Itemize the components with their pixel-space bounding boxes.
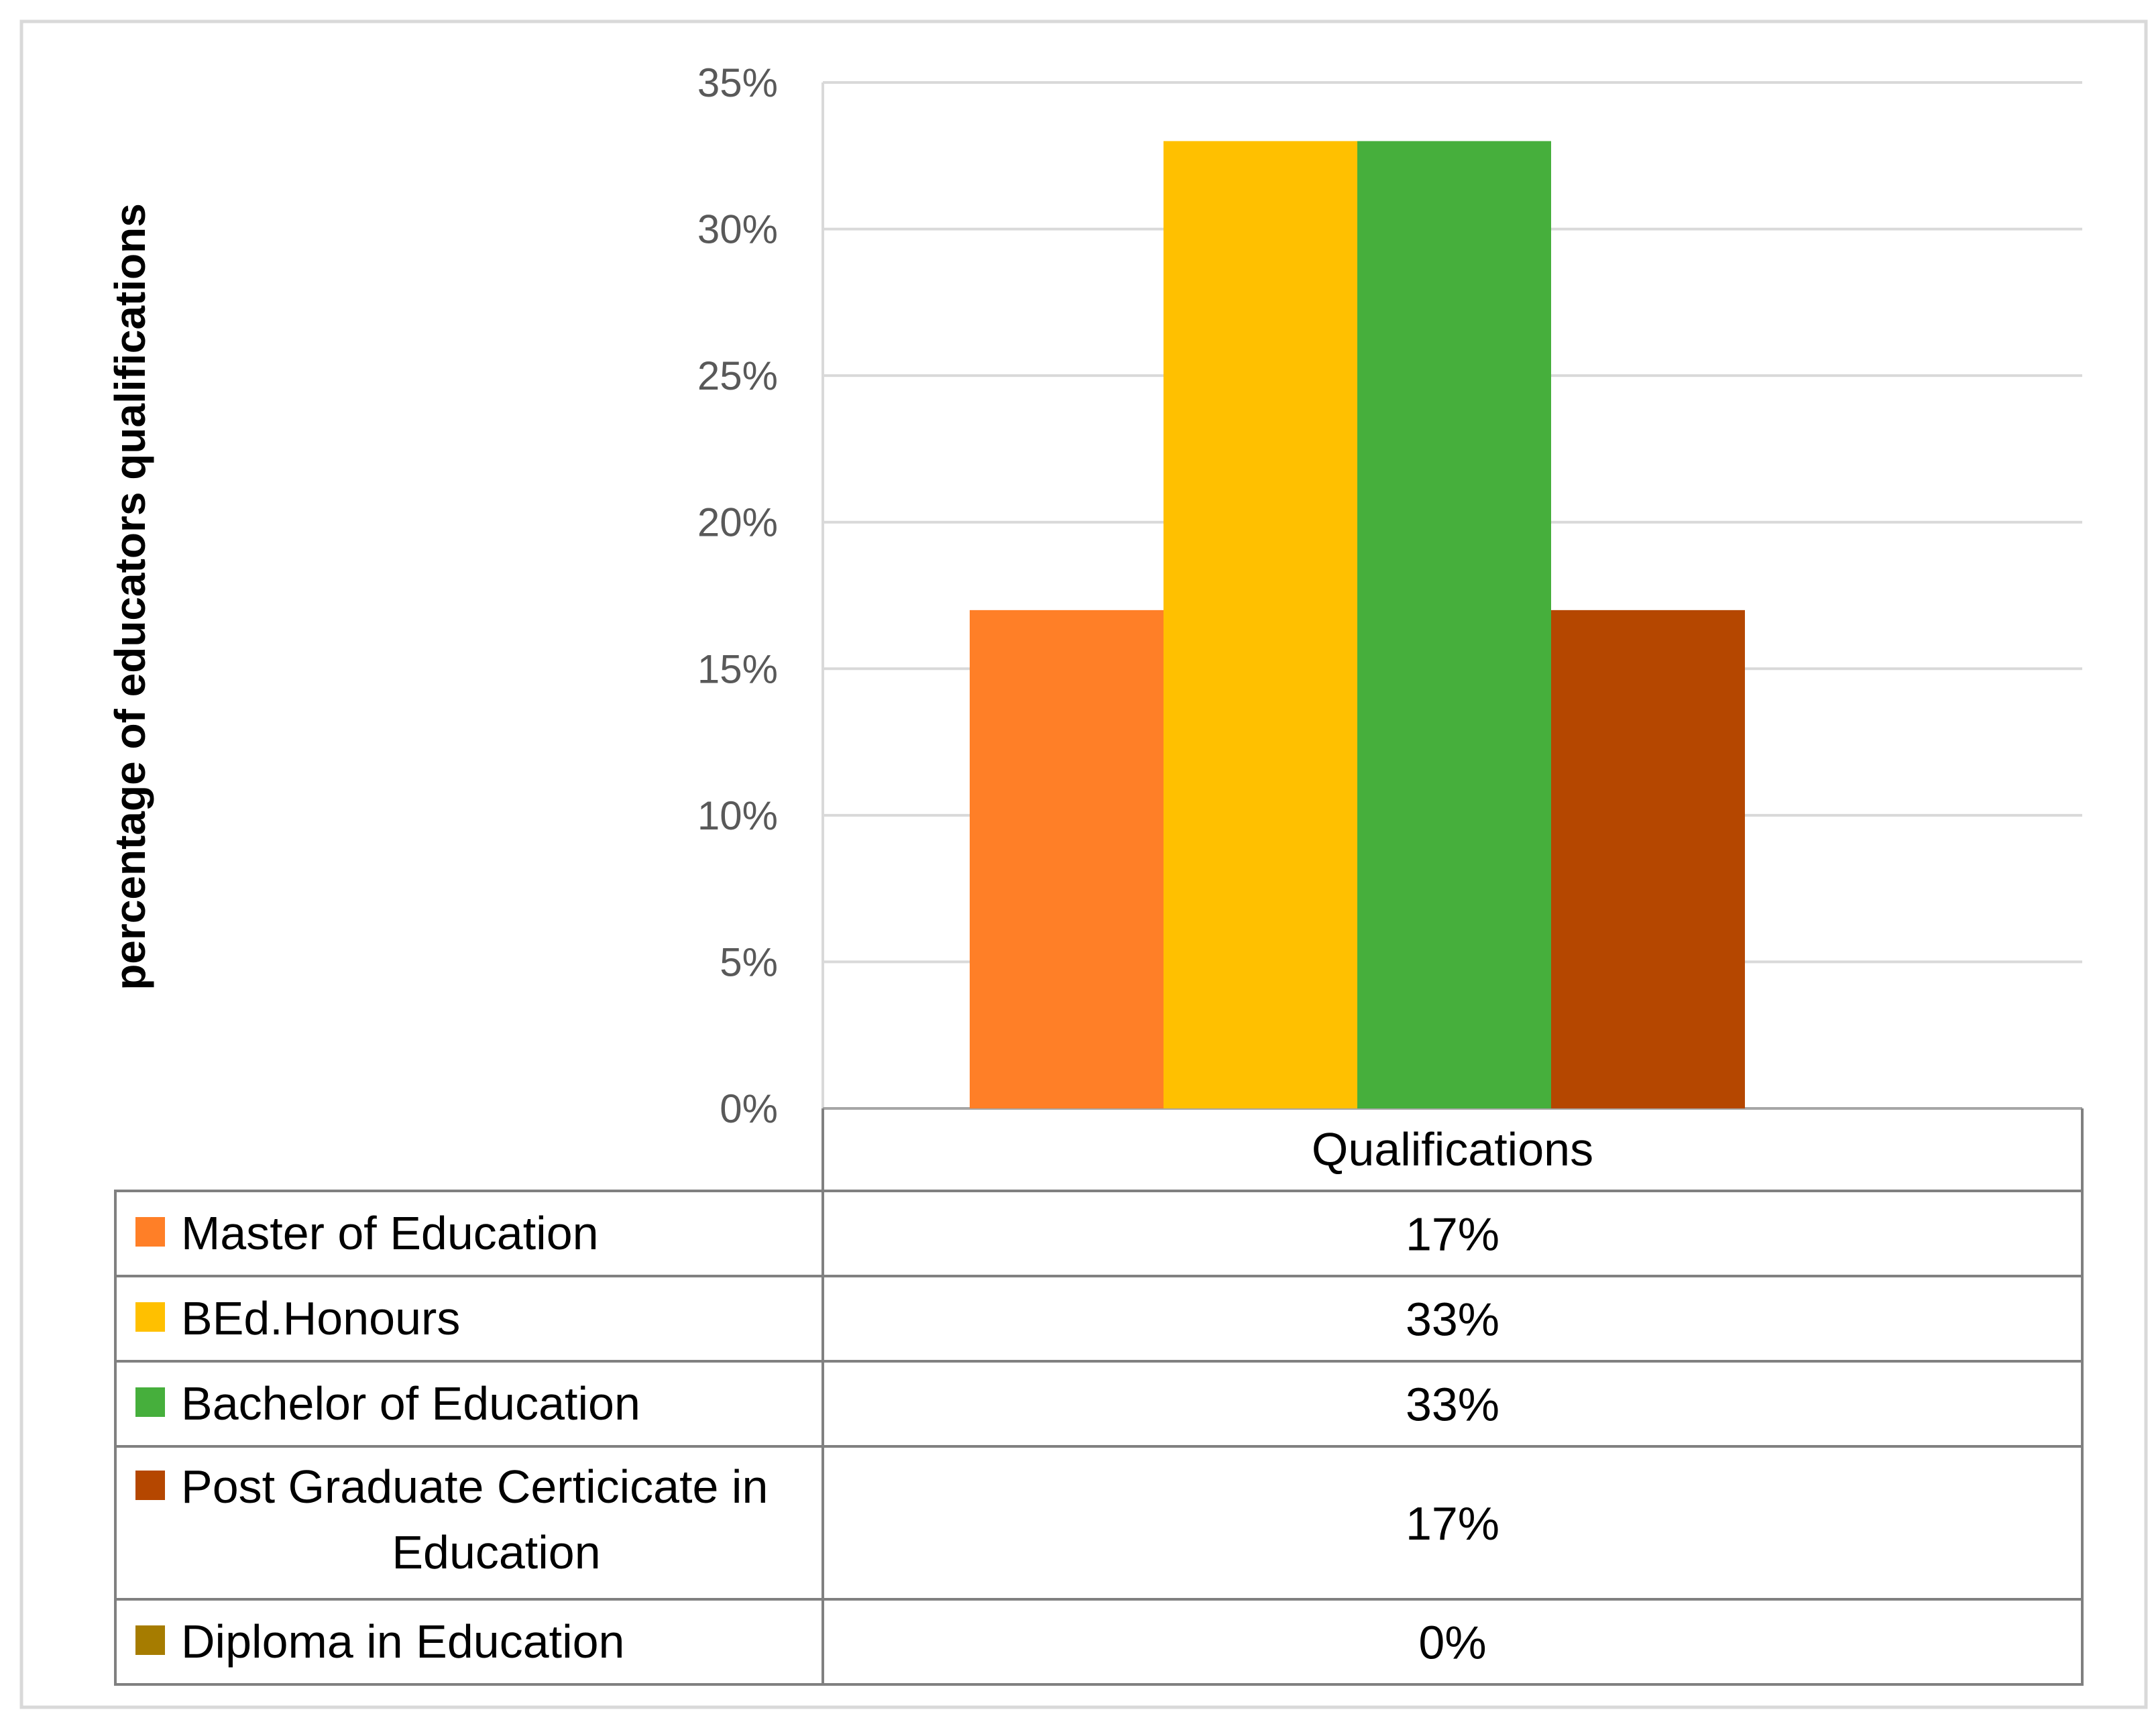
table-row — [114, 1598, 2084, 1686]
legend-swatch — [135, 1471, 165, 1500]
y-tick-label: 10% — [697, 793, 778, 838]
bar — [1357, 141, 1551, 1108]
legend-swatch — [135, 1625, 165, 1655]
y-tick-label: 35% — [697, 60, 778, 105]
data-label: 33% — [1406, 1379, 1499, 1431]
y-tick-label: 25% — [697, 353, 778, 398]
y-axis-tick-labels: 0% 5% 10% 15% 20% 25% 30% 35% — [697, 60, 778, 1131]
bars — [970, 141, 1745, 1108]
series-name: Post Graduate Certicicate in — [181, 1460, 768, 1513]
series-name: Master of Education — [181, 1207, 599, 1259]
data-label: 17% — [1406, 1208, 1499, 1261]
y-tick-label: 5% — [720, 939, 778, 984]
series-name: Bachelor of Education — [181, 1377, 640, 1430]
category-label: Qualifications — [1312, 1123, 1593, 1175]
series-name: Diploma in Education — [181, 1615, 624, 1668]
bar — [1551, 610, 1745, 1108]
y-tick-label: 15% — [697, 646, 778, 691]
series-name: Education — [392, 1526, 600, 1578]
chart-frame — [19, 19, 2148, 1709]
y-tick-label: 20% — [697, 500, 778, 545]
legend-swatch — [135, 1387, 165, 1417]
bar — [1164, 141, 1357, 1108]
bar — [970, 610, 1164, 1108]
data-label: 0% — [1418, 1617, 1486, 1669]
y-tick-label: 30% — [697, 207, 778, 252]
y-axis-label: percentage of educators qualifications — [106, 203, 154, 990]
series-name: BEd.Honours — [181, 1292, 460, 1344]
y-tick-label: 0% — [720, 1086, 778, 1131]
legend-swatch — [135, 1217, 165, 1247]
data-label: 17% — [1406, 1497, 1499, 1550]
legend-swatch — [135, 1302, 165, 1332]
data-table: Qualifications Master of Education 17% BEd.… — [114, 1108, 2084, 1686]
data-label: 33% — [1406, 1294, 1499, 1346]
